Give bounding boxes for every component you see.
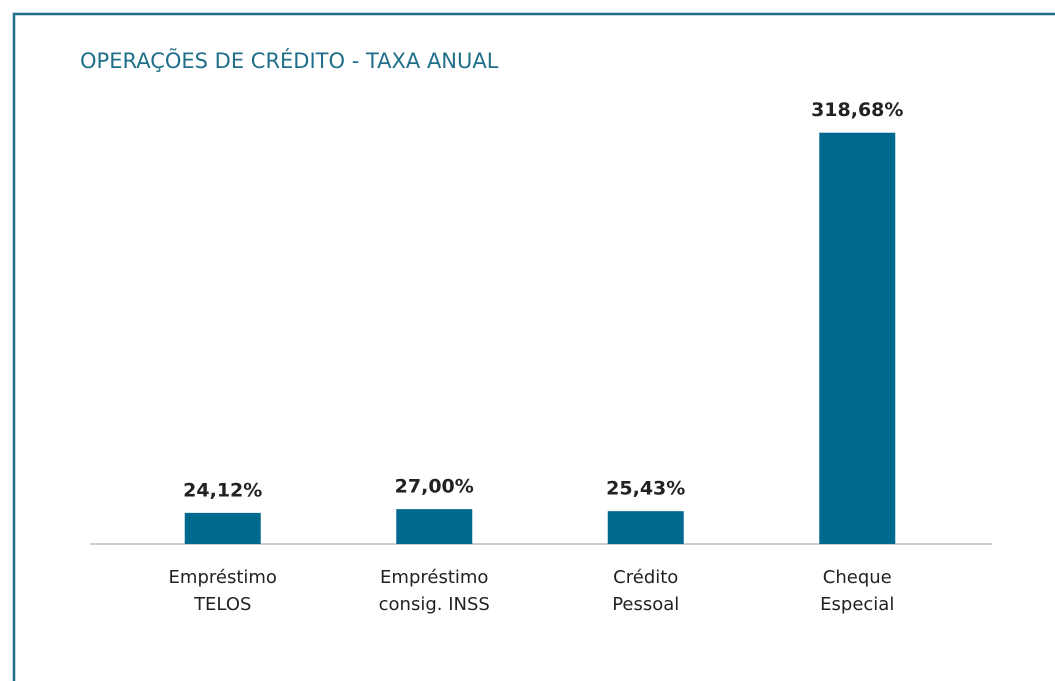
value-label: 25,43% xyxy=(606,478,685,500)
bar xyxy=(396,509,473,544)
x-tick-label: Cheque Especial xyxy=(820,567,894,615)
value-label: 27,00% xyxy=(395,476,474,498)
value-label: 24,12% xyxy=(183,479,262,501)
x-tick-label: Empréstimo consig. INSS xyxy=(379,567,490,615)
x-tick-label: Crédito Pessoal xyxy=(612,567,679,615)
bar xyxy=(607,511,684,544)
bar xyxy=(184,512,261,544)
chart-title: OPERAÇÕES DE CRÉDITO - TAXA ANUAL xyxy=(80,47,499,73)
x-tick-label: Empréstimo TELOS xyxy=(169,567,277,615)
value-label: 318,68% xyxy=(811,99,903,121)
bar xyxy=(819,132,896,545)
